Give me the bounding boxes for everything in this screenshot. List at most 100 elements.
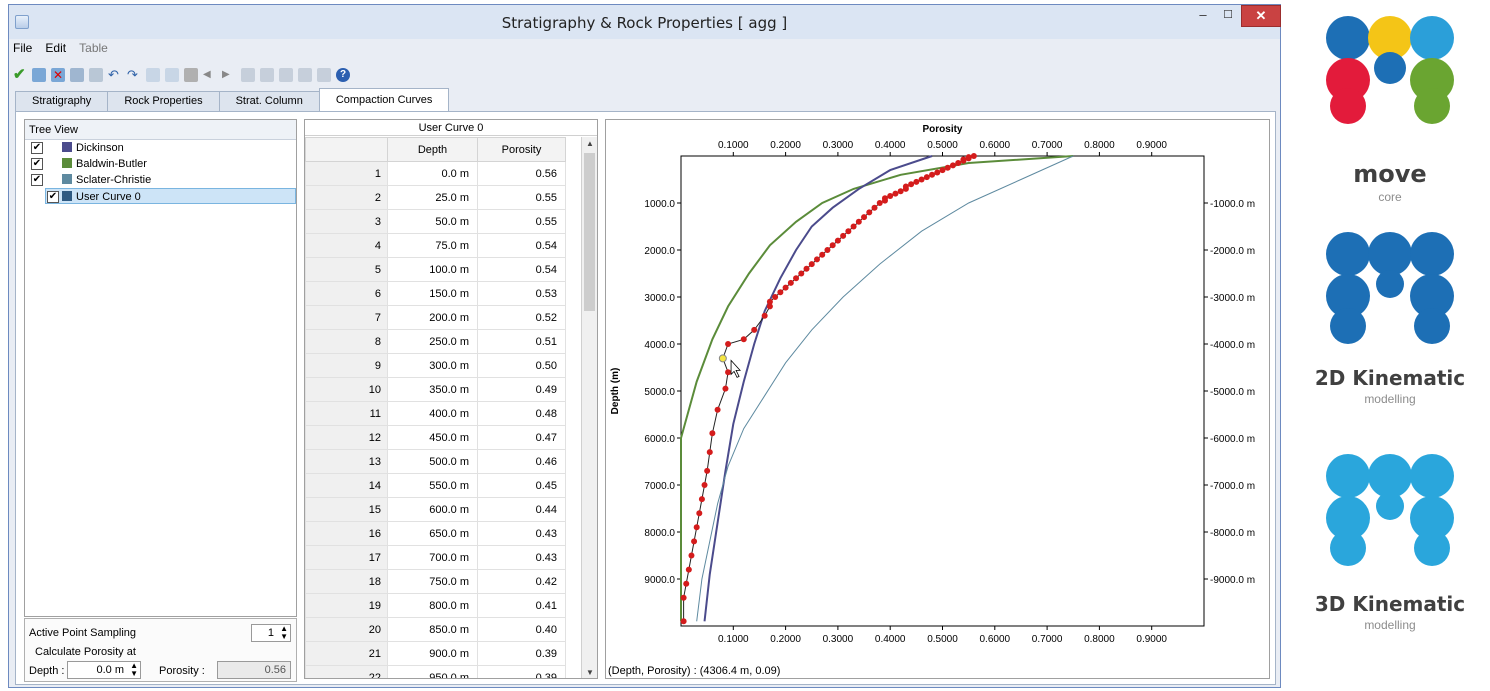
column-header-porosity[interactable]: Porosity	[477, 137, 566, 162]
tree-item-dickinson[interactable]: ✔ Dickinson	[25, 140, 296, 156]
table-row[interactable]: 11 400.0 m 0.48	[305, 401, 566, 426]
scrollbar-thumb[interactable]	[584, 153, 595, 311]
table-row[interactable]: 8 250.0 m 0.51	[305, 329, 566, 354]
check-icon[interactable]: ✔	[13, 66, 26, 83]
export-icon[interactable]	[89, 68, 103, 82]
depth-cell[interactable]: 950.0 m	[387, 665, 478, 678]
depth-spinbox[interactable]: 0.0 m ▲ ▼	[67, 661, 141, 679]
depth-cell[interactable]: 900.0 m	[387, 641, 478, 666]
scroll-down-icon[interactable]: ▼	[586, 668, 594, 677]
menu-table[interactable]: Table	[79, 41, 108, 55]
table-row[interactable]: 5 100.0 m 0.54	[305, 257, 566, 282]
porosity-cell[interactable]: 0.41	[477, 593, 566, 618]
table-row[interactable]: 3 50.0 m 0.55	[305, 209, 566, 234]
sampling-spinbox[interactable]: 1 ▲ ▼	[251, 624, 291, 642]
grid-icon[interactable]	[279, 68, 293, 82]
depth-cell[interactable]: 250.0 m	[387, 329, 478, 354]
table-row[interactable]: 14 550.0 m 0.45	[305, 473, 566, 498]
porosity-cell[interactable]: 0.54	[477, 257, 566, 282]
table-row[interactable]: 20 850.0 m 0.40	[305, 617, 566, 642]
depth-cell[interactable]: 0.0 m	[387, 161, 478, 186]
undo-icon[interactable]: ↶	[108, 67, 119, 82]
table-scrollbar[interactable]: ▲ ▼	[581, 137, 597, 678]
depth-cell[interactable]: 100.0 m	[387, 257, 478, 282]
paste-icon[interactable]	[165, 68, 179, 82]
table-row[interactable]: 10 350.0 m 0.49	[305, 377, 566, 402]
table-row[interactable]: 7 200.0 m 0.52	[305, 305, 566, 330]
depth-cell[interactable]: 450.0 m	[387, 425, 478, 450]
porosity-cell[interactable]: 0.54	[477, 233, 566, 258]
copy-icon[interactable]	[146, 68, 160, 82]
menu-edit[interactable]: Edit	[45, 41, 67, 55]
table-row[interactable]: 21 900.0 m 0.39	[305, 641, 566, 666]
table-row[interactable]: 16 650.0 m 0.43	[305, 521, 566, 546]
porosity-cell[interactable]: 0.52	[477, 305, 566, 330]
porosity-cell[interactable]: 0.51	[477, 329, 566, 354]
porosity-cell[interactable]: 0.42	[477, 569, 566, 594]
depth-cell[interactable]: 50.0 m	[387, 209, 478, 234]
table-row[interactable]: 1 0.0 m 0.56	[305, 161, 566, 186]
depth-cell[interactable]: 750.0 m	[387, 569, 478, 594]
table-row[interactable]: 2 25.0 m 0.55	[305, 185, 566, 210]
depth-cell[interactable]: 75.0 m	[387, 233, 478, 258]
porosity-cell[interactable]: 0.43	[477, 521, 566, 546]
menu-file[interactable]: File	[13, 41, 33, 55]
porosity-cell[interactable]: 0.45	[477, 473, 566, 498]
compaction-plot[interactable]: Porosity Depth (m) 0.1000 0.1000 0.2000 0.200…	[605, 119, 1270, 679]
import-icon[interactable]	[70, 68, 84, 82]
table-row[interactable]: 13 500.0 m 0.46	[305, 449, 566, 474]
porosity-cell[interactable]: 0.39	[477, 665, 566, 678]
depth-cell[interactable]: 650.0 m	[387, 521, 478, 546]
depth-cell[interactable]: 500.0 m	[387, 449, 478, 474]
depth-cell[interactable]: 400.0 m	[387, 401, 478, 426]
prev-icon[interactable]: ◀	[203, 69, 211, 80]
table-row[interactable]: 9 300.0 m 0.50	[305, 353, 566, 378]
porosity-cell[interactable]: 0.55	[477, 185, 566, 210]
porosity-cell[interactable]: 0.44	[477, 497, 566, 522]
minimize-button[interactable]: –	[1199, 7, 1207, 22]
depth-cell[interactable]: 25.0 m	[387, 185, 478, 210]
help-icon[interactable]: ?	[336, 68, 350, 82]
tab-stratigraphy[interactable]: Stratigraphy	[15, 91, 109, 111]
porosity-cell[interactable]: 0.48	[477, 401, 566, 426]
depth-cell[interactable]: 200.0 m	[387, 305, 478, 330]
find-icon[interactable]	[184, 68, 198, 82]
tree-item-baldwin-butler[interactable]: ✔ Baldwin-Butler	[25, 156, 296, 172]
depth-cell[interactable]: 350.0 m	[387, 377, 478, 402]
checkbox-user-curve-0[interactable]: ✔	[47, 191, 59, 203]
checkbox-sclater-christie[interactable]: ✔	[31, 174, 43, 186]
porosity-cell[interactable]: 0.50	[477, 353, 566, 378]
porosity-cell[interactable]: 0.56	[477, 161, 566, 186]
scroll-up-icon[interactable]: ▲	[586, 139, 594, 148]
close-button[interactable]: ✕	[1241, 5, 1281, 27]
table-row[interactable]: 19 800.0 m 0.41	[305, 593, 566, 618]
porosity-cell[interactable]: 0.55	[477, 209, 566, 234]
depth-cell[interactable]: 700.0 m	[387, 545, 478, 570]
properties-icon[interactable]	[317, 68, 331, 82]
depth-cell[interactable]: 800.0 m	[387, 593, 478, 618]
depth-cell[interactable]: 600.0 m	[387, 497, 478, 522]
table-row[interactable]: 18 750.0 m 0.42	[305, 569, 566, 594]
table-row[interactable]: 22 950.0 m 0.39	[305, 665, 566, 678]
checkbox-baldwin-butler[interactable]: ✔	[31, 158, 43, 170]
plot-svg[interactable]: Porosity Depth (m) 0.1000 0.1000 0.2000 0.200…	[606, 120, 1269, 660]
porosity-cell[interactable]: 0.53	[477, 281, 566, 306]
porosity-cell[interactable]: 0.49	[477, 377, 566, 402]
porosity-cell[interactable]: 0.39	[477, 641, 566, 666]
column-header-depth[interactable]: Depth	[387, 137, 478, 162]
depth-cell[interactable]: 850.0 m	[387, 617, 478, 642]
list-icon[interactable]	[298, 68, 312, 82]
checkbox-dickinson[interactable]: ✔	[31, 142, 43, 154]
tab-rock-properties[interactable]: Rock Properties	[107, 91, 220, 111]
depth-cell[interactable]: 300.0 m	[387, 353, 478, 378]
spin-arrows-icon[interactable]: ▲ ▼	[280, 624, 288, 641]
porosity-cell[interactable]: 0.43	[477, 545, 566, 570]
table-row[interactable]: 4 75.0 m 0.54	[305, 233, 566, 258]
table-row[interactable]: 6 150.0 m 0.53	[305, 281, 566, 306]
new-curve-icon[interactable]	[32, 68, 46, 82]
table-row[interactable]: 15 600.0 m 0.44	[305, 497, 566, 522]
depth-cell[interactable]: 150.0 m	[387, 281, 478, 306]
porosity-cell[interactable]: 0.47	[477, 425, 566, 450]
table-row[interactable]: 12 450.0 m 0.47	[305, 425, 566, 450]
delete-curve-icon[interactable]: ✕	[51, 68, 65, 82]
